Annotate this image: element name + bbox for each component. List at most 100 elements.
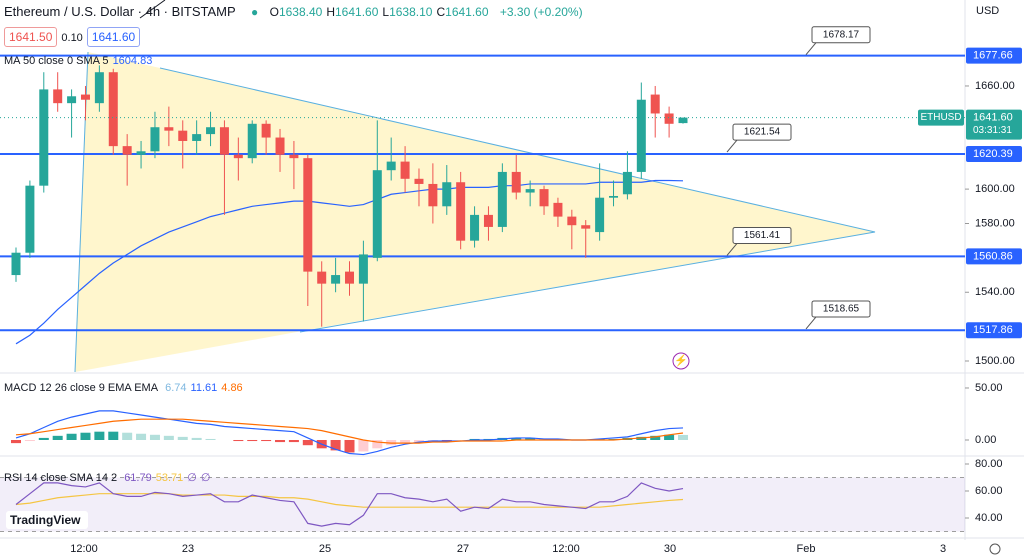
symbol-tag: ETHUSD bbox=[920, 112, 961, 123]
callout-label: 1678.17 bbox=[823, 29, 860, 40]
trend-line bbox=[139, 0, 166, 19]
candle-body bbox=[664, 113, 674, 124]
candle-body bbox=[372, 170, 382, 258]
ohlc-value: 1638.10 bbox=[389, 5, 433, 19]
settings-icon[interactable] bbox=[989, 543, 1001, 555]
sell-button[interactable]: 1641.50 bbox=[4, 27, 58, 47]
ma-label: MA 50 close 0 SMA 5 bbox=[4, 55, 109, 67]
candle-body bbox=[636, 99, 646, 172]
macd-hist-bar bbox=[11, 439, 21, 444]
candle-body bbox=[358, 254, 368, 284]
rsi-legend-value: 53.71 bbox=[155, 472, 184, 484]
callout-leader bbox=[726, 243, 738, 256]
candle-body bbox=[164, 127, 174, 131]
event-icon[interactable] bbox=[672, 352, 690, 370]
macd-legend-value: 4.86 bbox=[221, 382, 243, 394]
candle-body bbox=[595, 197, 605, 233]
macd-hist-bar bbox=[108, 431, 119, 440]
candle-body bbox=[525, 189, 535, 193]
rsi-line bbox=[15, 482, 684, 527]
candle-body bbox=[345, 271, 354, 284]
candle-body bbox=[303, 158, 313, 272]
buy-button[interactable]: 1641.60 bbox=[86, 27, 141, 47]
rsi-legend-value: ∅ bbox=[200, 472, 211, 484]
candle-body bbox=[11, 252, 21, 276]
candle-body bbox=[511, 171, 521, 193]
macd-hist-bar bbox=[149, 434, 160, 440]
candle-body bbox=[470, 214, 480, 241]
ohlc-key: H bbox=[326, 5, 335, 19]
rsi-tick-label: 40.00 bbox=[975, 512, 1003, 524]
macd-hist-bar bbox=[122, 432, 133, 440]
candle-body bbox=[553, 202, 563, 217]
callout-leader bbox=[726, 139, 738, 153]
symbol-title: Ethereum / U.S. Dollar · 4h · BITSTAMP bbox=[4, 4, 236, 19]
candle-body bbox=[567, 216, 577, 226]
macd-hist-bar bbox=[66, 433, 77, 440]
currency[interactable]: USD bbox=[976, 5, 1000, 17]
rsi-band bbox=[0, 477, 965, 532]
candle-body bbox=[67, 96, 77, 104]
candle-body bbox=[650, 94, 660, 114]
level-label: 1517.86 bbox=[973, 324, 1013, 336]
ohlc-value: 1641.60 bbox=[445, 5, 489, 19]
candle-body bbox=[539, 189, 549, 207]
candle-body bbox=[178, 130, 188, 141]
level-label-bg bbox=[966, 322, 1022, 339]
macd-legend: MACD 12 26 close 9 EMA EMA 6.74 11.61 4.86 bbox=[4, 382, 247, 394]
rsi-label: RSI 14 close SMA 14 2 bbox=[4, 472, 118, 484]
candle-body bbox=[317, 271, 327, 284]
status-dot: ● bbox=[251, 5, 259, 19]
callout-box bbox=[811, 26, 871, 44]
candle-body bbox=[289, 154, 299, 159]
macd-hist-bar bbox=[372, 439, 383, 449]
price-tick-label: 1580.00 bbox=[975, 217, 1015, 229]
candle-body bbox=[206, 127, 216, 135]
macd-hist-bar bbox=[664, 434, 675, 440]
level-label: 1560.86 bbox=[973, 250, 1013, 262]
candle-body bbox=[428, 183, 438, 207]
macd-hist-bar bbox=[261, 439, 272, 442]
callout-box bbox=[732, 123, 792, 141]
candle-body bbox=[219, 127, 229, 155]
time-label: 12:00 bbox=[70, 543, 98, 555]
candle-body bbox=[275, 137, 285, 155]
level-label-bg bbox=[966, 248, 1022, 265]
candle-body bbox=[442, 182, 452, 207]
time-label: Feb bbox=[797, 543, 816, 555]
callout-label: 1621.54 bbox=[744, 127, 781, 138]
macd-hist-bar bbox=[678, 434, 688, 440]
macd-legend-value: 11.61 bbox=[190, 382, 218, 394]
macd-hist-bar bbox=[94, 431, 105, 440]
event-icon-glyph[interactable]: ⚡ bbox=[674, 354, 688, 367]
macd-hist-bar bbox=[38, 437, 49, 440]
time-label: 30 bbox=[664, 543, 676, 555]
candle-body bbox=[25, 185, 35, 253]
rsi-legend: RSI 14 close SMA 14 2 61.79 53.71 ∅ ∅ bbox=[4, 471, 214, 484]
ohlc-value: 1641.60 bbox=[335, 5, 379, 19]
level-label: 1620.39 bbox=[973, 148, 1013, 160]
candle-body bbox=[622, 171, 632, 195]
candle-body bbox=[386, 161, 396, 171]
trade-buttons: 1641.50 0.10 1641.60 bbox=[4, 27, 144, 47]
macd-hist-bar bbox=[191, 437, 202, 440]
callout-leader bbox=[805, 316, 817, 330]
macd-legend-value: 6.74 bbox=[165, 382, 187, 394]
candle-body bbox=[233, 154, 243, 159]
macd-hist-bar bbox=[80, 432, 91, 440]
candle-body bbox=[80, 94, 90, 100]
candle-body bbox=[414, 178, 424, 184]
ma-value: 1604.83 bbox=[112, 55, 153, 67]
candle-body bbox=[53, 89, 63, 104]
level-label: 1677.66 bbox=[973, 50, 1013, 62]
candle-body bbox=[261, 123, 271, 138]
macd-hist-bar bbox=[344, 439, 355, 453]
price-tick-label: 1660.00 bbox=[975, 80, 1015, 92]
ohlc-key: L bbox=[382, 5, 390, 19]
macd-label: MACD 12 26 close 9 EMA EMA bbox=[4, 382, 159, 394]
price-axis-bg bbox=[965, 0, 1024, 558]
last-price-label: 1641.60 bbox=[973, 112, 1013, 124]
macd-hist-bar bbox=[358, 439, 369, 452]
callout-box bbox=[811, 300, 871, 318]
